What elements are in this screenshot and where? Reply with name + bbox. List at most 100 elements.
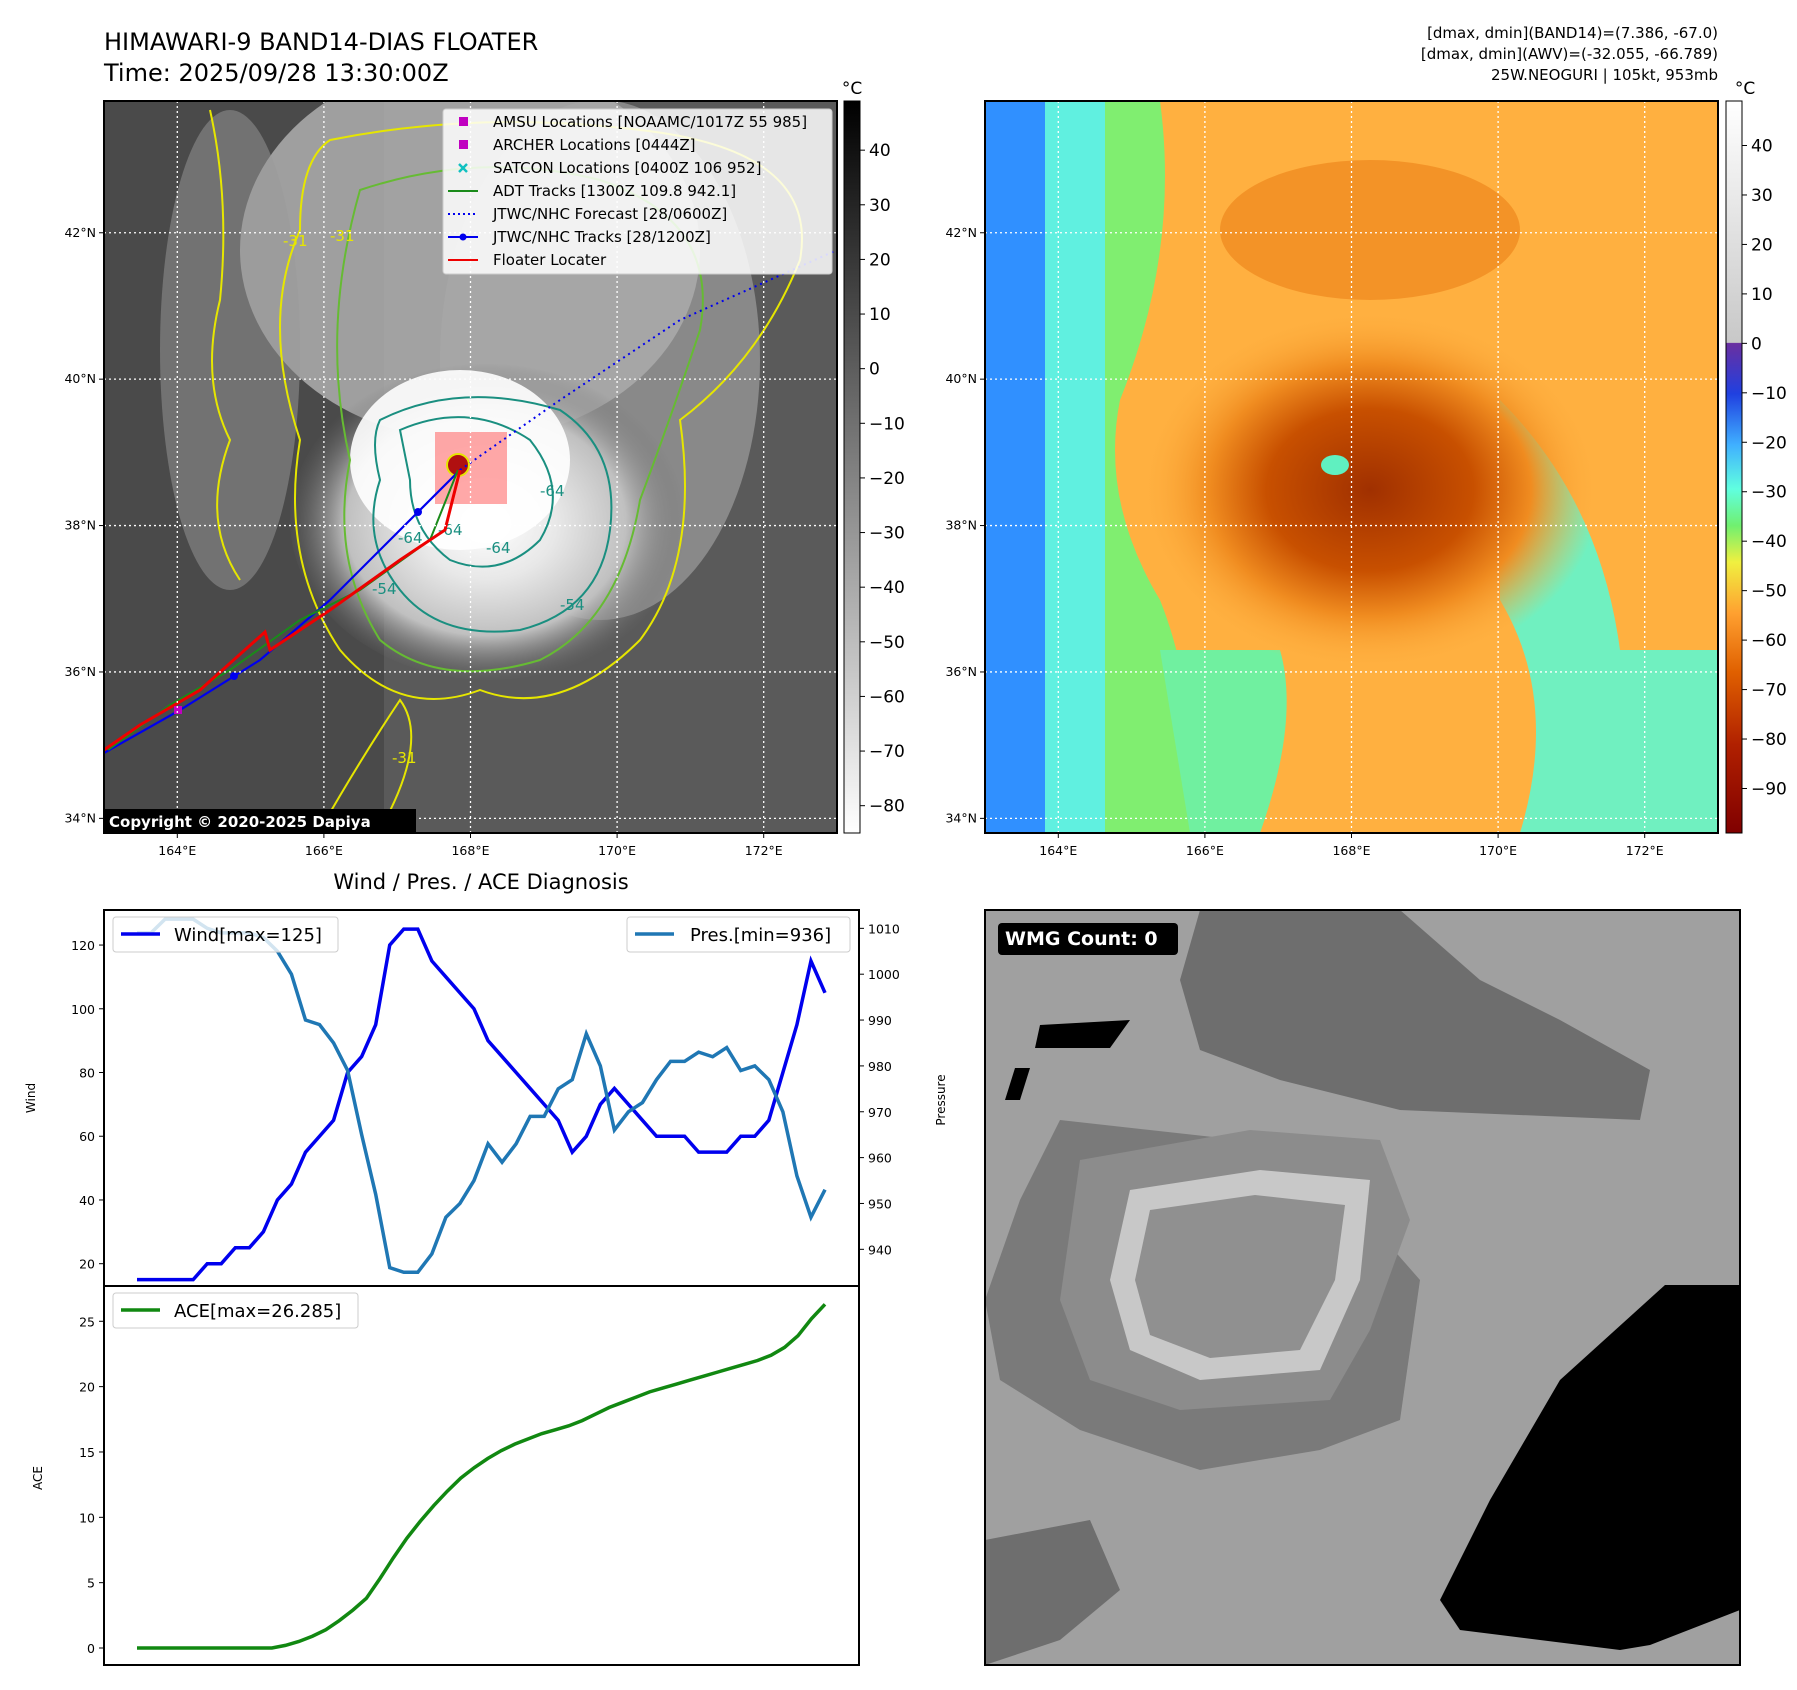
- tick-lon-label: 172°E: [1626, 843, 1664, 858]
- colorbar-tick-label: −30: [1751, 483, 1787, 503]
- tick-lat-label: 42°N: [64, 225, 96, 240]
- legend-marker-square: [459, 117, 468, 126]
- contour-teal-outer: [372, 396, 613, 633]
- wmg-black-patch-2: [1005, 1068, 1030, 1100]
- wmg-dark-band-north: [1180, 910, 1650, 1120]
- ace-series-line: [137, 1303, 827, 1650]
- jtwc-track-point: [414, 508, 422, 516]
- info-awv-range: [dmax, dmin](AWV)=(-32.055, -66.789): [1421, 45, 1718, 63]
- info-band14-range: [dmax, dmin](BAND14)=(7.386, -67.0): [1427, 24, 1718, 42]
- ir-colorbar-ramp: [843, 100, 861, 834]
- ace-chart: 0 5 10 15 20 25 ACE[max=26.285] ACE: [31, 1285, 860, 1666]
- contour-label-8: -54: [560, 596, 585, 614]
- tick-lat-label: 38°N: [945, 518, 977, 533]
- color-map-ticks: 164°E 166°E 168°E 170°E 172°E 42°N 40°N 38°N 36°…: [945, 225, 1663, 858]
- colorbar-tick-label: 20: [869, 250, 891, 270]
- jtwc-track-line: [104, 469, 461, 754]
- color-south-green: [1160, 650, 1287, 833]
- colorbar-tick-label: −60: [1751, 631, 1787, 651]
- colorbar-tick-label: −20: [1751, 433, 1787, 453]
- color-colorbar-ramp: [1725, 100, 1743, 834]
- jtwc-track-point: [230, 672, 238, 680]
- pressure-tick-label: 940: [868, 1242, 892, 1257]
- colorbar-tick-label: −10: [1751, 384, 1787, 404]
- colorbar-tick-label: −70: [869, 742, 905, 762]
- jtwc-forecast-line: [459, 249, 837, 471]
- contour-label-2: -31: [330, 227, 355, 245]
- ace-legend-label: ACE[max=26.285]: [174, 1301, 341, 1322]
- colorbar-tick-label: 40: [1751, 137, 1773, 157]
- colorbar-tick-label: −60: [869, 687, 905, 707]
- ace-tick-label: 20: [79, 1380, 95, 1395]
- wind-tick-label: 20: [79, 1257, 95, 1272]
- tick-lon-label: 164°E: [158, 843, 196, 858]
- tick-lon-label: 168°E: [1332, 843, 1370, 858]
- wmg-eye-region: [1135, 1195, 1345, 1358]
- chart2-plot-area: [137, 1303, 827, 1650]
- ace-legend-box: [112, 1292, 359, 1329]
- colorbar-tick-label: 10: [869, 305, 891, 325]
- colorbar-tick-label: −40: [869, 578, 905, 598]
- legend-label: JTWC/NHC Forecast [28/0600Z]: [492, 205, 727, 223]
- wmg-frame: [984, 909, 1741, 1666]
- contour-yellow-south: [319, 698, 413, 831]
- pressure-tick-label: 1000: [868, 967, 900, 982]
- figure-title-line2: Time: 2025/09/28 13:30:00Z: [103, 59, 449, 87]
- pressure-tick-label: 950: [868, 1196, 892, 1211]
- ace-chart-frame: [103, 1285, 860, 1666]
- pressure-tick-label: 980: [868, 1059, 892, 1074]
- tick-lon-label: 170°E: [1479, 843, 1517, 858]
- colorbar-tick-label: −40: [1751, 532, 1787, 552]
- colorbar-tick-label: 30: [869, 196, 891, 216]
- colorbar-tick-label: −80: [869, 797, 905, 817]
- contour-label-5: -64: [438, 521, 463, 539]
- color-north-band: [1220, 160, 1520, 300]
- wind-tick-label: 100: [71, 1002, 95, 1017]
- contour-label-1: -31: [283, 232, 308, 250]
- color-map-panel: 164°E 166°E 168°E 170°E 172°E 42°N 40°N 38°N 36°…: [945, 100, 1719, 858]
- contour-label-6: -64: [486, 539, 511, 557]
- wind-tick-label: 80: [79, 1066, 95, 1081]
- wind-chart-frame: [103, 909, 860, 1287]
- ace-tick-label: 5: [87, 1576, 95, 1591]
- info-storm-id: 25W.NEOGURI | 105kt, 953mb: [1491, 66, 1718, 84]
- colorbar-tick-label: 10: [1751, 285, 1773, 305]
- legend-item: ADT Tracks [1300Z 109.8 942.1]: [448, 182, 736, 200]
- pressure-tick-label: 960: [868, 1151, 892, 1166]
- contour-label-7: -54: [372, 580, 397, 598]
- ace-tick-label: 15: [79, 1445, 95, 1460]
- wind-legend-label: Wind[max=125]: [174, 925, 322, 946]
- tick-lon-label: 168°E: [451, 843, 489, 858]
- colorbar-tick-label: −10: [869, 414, 905, 434]
- tick-lon-label: 170°E: [598, 843, 636, 858]
- tick-lat-label: 42°N: [945, 225, 977, 240]
- colorbar-tick-label: −80: [1751, 730, 1787, 750]
- contour-yellow-west-band: [209, 109, 241, 581]
- figure-title-line1: HIMAWARI-9 BAND14-DIAS FLOATER: [104, 28, 538, 56]
- wind-pressure-chart: 20 40 60 80 100 120 940 950 960 970 980 990 1000 1010…: [24, 909, 948, 1287]
- tick-lat-label: 38°N: [64, 518, 96, 533]
- wmg-black-region-east: [1440, 1285, 1740, 1650]
- contour-label-4: -64: [540, 482, 565, 500]
- color-eye: [1321, 455, 1349, 475]
- wind-series-line: [137, 927, 827, 1282]
- amsu-location-marker: [174, 706, 182, 714]
- tick-lat-label: 34°N: [945, 810, 977, 825]
- tick-lat-label: 40°N: [64, 371, 96, 386]
- legend-item: Floater Locater: [448, 251, 607, 269]
- wind-tick-label: 40: [79, 1193, 95, 1208]
- contour-label-3: -31: [392, 749, 417, 767]
- tick-lon-label: 166°E: [1186, 843, 1224, 858]
- legend-label: JTWC/NHC Tracks [28/1200Z]: [492, 228, 711, 246]
- legend-label: ADT Tracks [1300Z 109.8 942.1]: [493, 182, 736, 200]
- color-west-cyan: [1045, 101, 1105, 833]
- ir-cloud-band-west: [160, 110, 300, 590]
- color-map-grid: [985, 101, 1718, 833]
- legend-label: ARCHER Locations [0444Z]: [493, 136, 696, 154]
- chart-title: Wind / Pres. / ACE Diagnosis: [333, 870, 628, 894]
- colorbar-tick-label: −50: [869, 633, 905, 653]
- wind-legend: Wind[max=125]: [112, 916, 339, 953]
- legend-label: SATCON Locations [0400Z 106 952]: [493, 159, 761, 177]
- color-colorbar-unit: °C: [1735, 79, 1755, 99]
